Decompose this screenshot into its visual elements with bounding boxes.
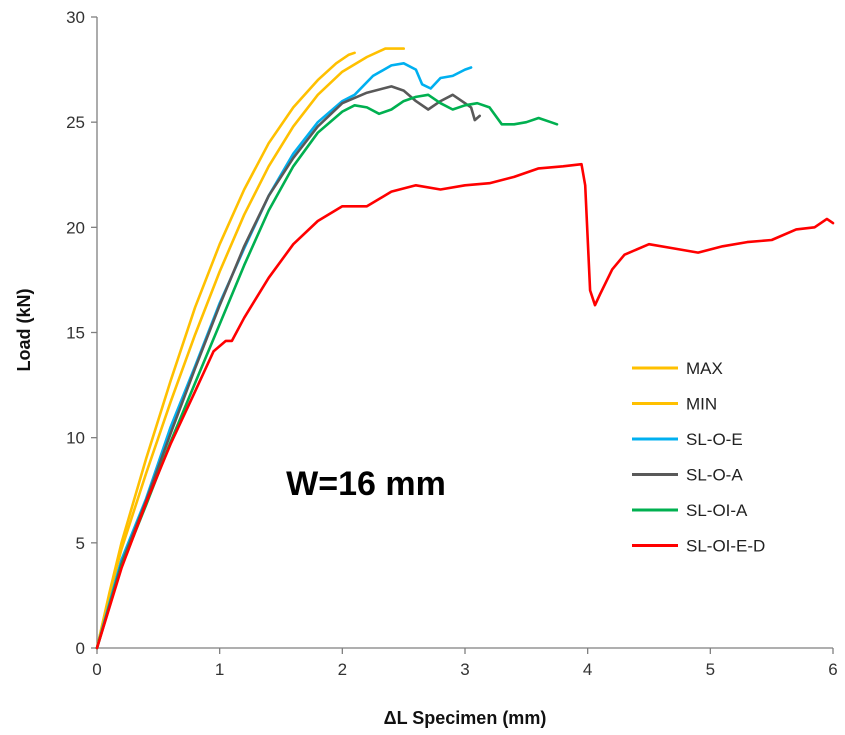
y-tick-label: 0	[76, 639, 85, 658]
series-line-min	[95, 47, 406, 650]
y-tick-label: 30	[66, 8, 85, 27]
legend-label: SL-OI-E-D	[686, 537, 765, 556]
legend-label: SL-O-A	[686, 466, 743, 485]
legend: MAX MIN SL-O-E SL-O-A SL-OI-A SL-OI-E-D	[632, 359, 765, 556]
x-tick-label: 4	[583, 660, 592, 679]
legend-label: MAX	[686, 359, 723, 378]
x-tick-label: 3	[460, 660, 469, 679]
y-tick-label: 15	[66, 324, 85, 343]
series-line-sl-oi-e-d	[95, 162, 835, 650]
series-line-sl-o-e	[95, 61, 473, 650]
axes: 0 5 10 15 20 25 30 0 1 2 3 4 5 6	[66, 8, 838, 679]
series-line-sl-oi-a	[95, 93, 559, 650]
x-axis-title: ΔL Specimen (mm)	[384, 708, 547, 728]
chart-annotation: W=16 mm	[286, 465, 446, 503]
x-tick-label: 0	[92, 660, 101, 679]
series-line-max	[95, 51, 356, 650]
y-tick-label: 10	[66, 429, 85, 448]
legend-label: SL-OI-A	[686, 501, 748, 520]
x-tick-label: 1	[215, 660, 224, 679]
x-tick-label: 2	[338, 660, 347, 679]
series-lines	[95, 47, 835, 650]
y-tick-label: 20	[66, 218, 85, 237]
x-tick-label: 6	[828, 660, 837, 679]
y-tick-label: 5	[76, 534, 85, 553]
x-tick-label: 5	[706, 660, 715, 679]
series-line-sl-o-a	[95, 85, 482, 650]
legend-label: MIN	[686, 395, 717, 414]
y-tick-label: 25	[66, 113, 85, 132]
legend-label: SL-O-E	[686, 430, 743, 449]
y-axis-title: Load (kN)	[14, 288, 34, 371]
